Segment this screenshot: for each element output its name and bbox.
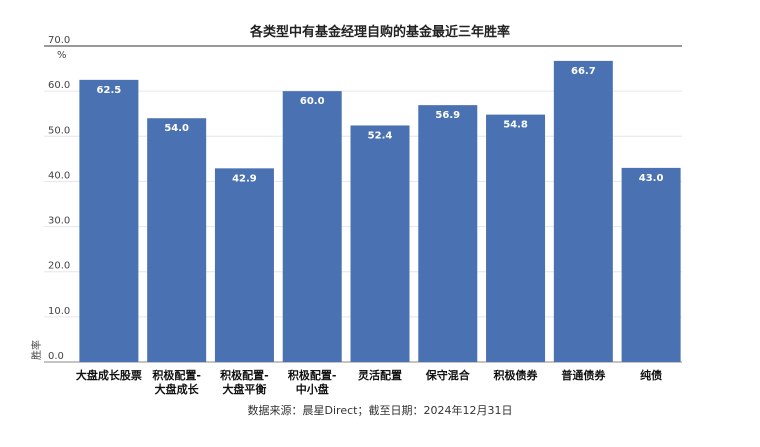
bar-value-label: 60.0 (300, 96, 325, 107)
category-label: 大盘平衡 (222, 382, 266, 396)
bar-value-label: 43.0 (639, 173, 664, 184)
y-axis-unit: % (57, 50, 67, 61)
category-label: 纯债 (640, 368, 662, 382)
bar (418, 105, 478, 362)
category-label: 保守混合 (425, 368, 471, 382)
y-tick-label: 40.0 (48, 170, 70, 181)
category-label: 积极配置- (288, 368, 337, 382)
category-label: 中小盘 (296, 382, 329, 396)
bar (79, 79, 139, 362)
y-tick-label: 20.0 (48, 261, 70, 272)
category-label: 大盘成长股票 (76, 368, 142, 382)
bars: 62.5 54.0 42.9 60.0 52.4 56.9 54.8 66.7 43.0 (79, 60, 681, 363)
bar-value-label: 56.9 (435, 110, 460, 121)
bar-value-label: 52.4 (368, 130, 393, 141)
chart-title: 各类型中有基金经理自购的基金最近三年胜率 (249, 25, 510, 40)
bar (214, 168, 274, 362)
bar-value-label: 54.0 (164, 123, 189, 134)
category-label: 积极配置- (220, 368, 269, 382)
bar-value-label: 62.5 (97, 85, 122, 96)
y-tick-label: 70.0 (48, 35, 70, 46)
category-label: 大盘成长 (155, 382, 200, 396)
y-axis-label: 胜率 (30, 340, 43, 360)
bar (621, 167, 681, 362)
y-tick-label: 0.0 (48, 351, 64, 362)
y-tick-label: 50.0 (48, 125, 70, 136)
y-tick-label: 30.0 (48, 216, 70, 227)
bar (350, 125, 410, 362)
bar-value-label: 54.8 (503, 120, 528, 131)
y-tick-label: 10.0 (48, 306, 70, 317)
category-label: 灵活配置 (358, 368, 402, 382)
category-label: 积极配置- (152, 368, 201, 382)
chart-source-note: 数据来源：晨星Direct；截至日期：2024年12月31日 (247, 404, 513, 417)
y-tick-label: 60.0 (48, 80, 70, 91)
bar (553, 60, 613, 362)
category-label: 普通债券 (561, 368, 606, 382)
category-label: 积极债券 (494, 368, 539, 382)
bar-value-label: 42.9 (232, 173, 257, 184)
bar (147, 118, 207, 362)
y-axis-ticks: 0.0 10.0 20.0 30.0 40.0 50.0 60.0 70.0 (48, 35, 70, 362)
bar (486, 114, 546, 362)
bar (282, 91, 342, 363)
bar-value-label: 66.7 (571, 66, 596, 77)
